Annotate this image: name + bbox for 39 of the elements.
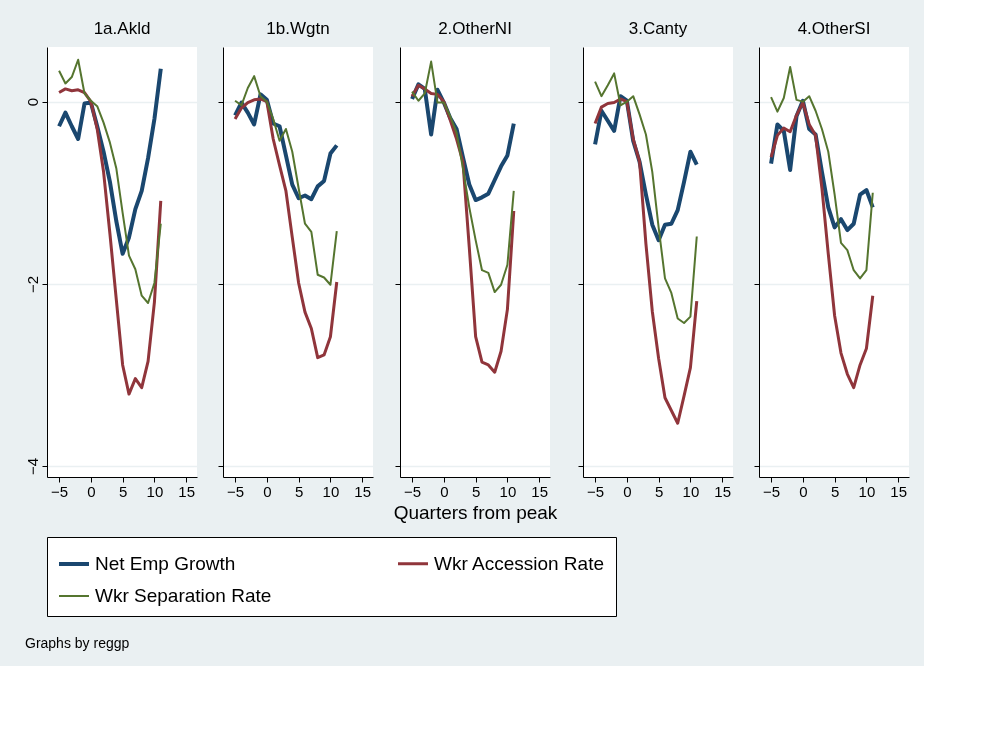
x-tick-label: 0: [440, 482, 449, 500]
chart-title: 3.Canty: [628, 19, 688, 38]
x-tick-label: 5: [471, 482, 481, 500]
x-tick-label: −5: [404, 482, 422, 500]
text: Graphs by reggp: [25, 634, 130, 651]
x-tick-label: 10: [322, 482, 340, 500]
x-tick-label: −5: [227, 482, 245, 500]
x-tick-label: 0: [263, 482, 272, 500]
legend-label: Wkr Accession Rate: [434, 552, 604, 574]
legend-label: Wkr Separation Rate: [95, 585, 272, 606]
x-tick-label: 5: [294, 482, 304, 500]
x-tick-label: −5: [587, 482, 605, 500]
x-tick-label: 15: [714, 482, 732, 500]
x-tick-label: 5: [830, 482, 840, 500]
x-tick-label: −5: [51, 482, 69, 500]
x-tick-label: 0: [623, 482, 632, 500]
x-tick-label: 0: [799, 482, 808, 500]
y-tick-label: 0: [23, 97, 41, 107]
x-tick-label: 0: [87, 482, 96, 500]
x-tick-label: 10: [146, 482, 164, 500]
x-tick-label: 10: [858, 482, 876, 500]
x-tick-label: 15: [178, 482, 196, 500]
x-tick-label: −5: [763, 482, 781, 500]
x-tick-label: 15: [354, 482, 372, 500]
x-tick-label: 10: [499, 482, 517, 500]
x-tick-label: 5: [118, 482, 128, 500]
line-series: [58, 58, 162, 304]
x-tick-label: 15: [890, 482, 908, 500]
chart-title: 1a.Akld: [93, 19, 151, 38]
y-tick-label: −4: [23, 458, 41, 476]
x-tick-label: 15: [531, 482, 549, 500]
chart-title: 4.OtherSI: [797, 19, 871, 38]
x-tick-label: 5: [654, 482, 664, 500]
x-axis-title: Quarters from peak: [393, 501, 558, 523]
legend-label: Net Emp Growth: [95, 553, 236, 574]
x-tick-label: 10: [682, 482, 700, 500]
chart-title: 2.OtherNI: [438, 19, 512, 38]
chart-title: 1b.Wgtn: [266, 19, 330, 38]
y-tick-label: −2: [23, 275, 41, 293]
